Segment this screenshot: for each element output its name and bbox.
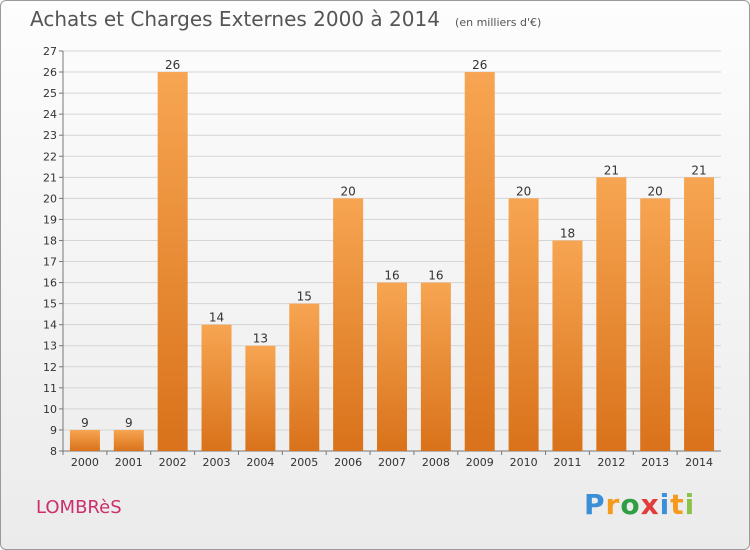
chart-title-block: Achats et Charges Externes 2000 à 2014 (…	[30, 7, 541, 31]
y-tick-label: 19	[43, 213, 57, 226]
x-tick-label-2009: 2009	[466, 456, 494, 469]
y-tick-label: 9	[50, 424, 57, 437]
data-label-2010: 20	[516, 184, 531, 198]
bar-2004	[245, 345, 276, 451]
y-tick-label: 12	[43, 361, 57, 374]
x-tick-label-2012: 2012	[597, 456, 625, 469]
bar-2006	[333, 198, 364, 451]
bar-2000	[69, 429, 100, 451]
data-label-2006: 20	[340, 184, 355, 198]
logo-letter: P	[584, 488, 606, 521]
x-tick-label-2008: 2008	[422, 456, 450, 469]
x-tick-label-2001: 2001	[115, 456, 143, 469]
logo-letter: r	[605, 488, 621, 521]
logo-letter: t	[670, 488, 685, 521]
chart-title: Achats et Charges Externes 2000 à 2014	[30, 7, 440, 31]
x-tick-label-2005: 2005	[290, 456, 318, 469]
x-tick-label-2002: 2002	[159, 456, 187, 469]
x-tick-label-2014: 2014	[685, 456, 713, 469]
data-label-2013: 20	[648, 184, 663, 198]
x-tick-label-2013: 2013	[641, 456, 669, 469]
data-label-2003: 14	[209, 311, 224, 325]
data-label-2005: 15	[297, 290, 312, 304]
logo-letter: x	[640, 488, 660, 521]
logo-letter: o	[620, 488, 641, 521]
bar-2014	[684, 177, 715, 451]
logo-letter: i	[659, 488, 671, 521]
data-label-2001: 9	[125, 416, 133, 430]
data-label-2011: 18	[560, 226, 575, 240]
data-label-2009: 26	[472, 58, 487, 72]
y-tick-label: 8	[50, 445, 57, 458]
data-label-2004: 13	[253, 332, 268, 346]
data-label-2014: 21	[691, 163, 706, 177]
y-tick-label: 15	[43, 298, 57, 311]
x-tick-label-2007: 2007	[378, 456, 406, 469]
proxiti-logo: Proxiti	[584, 488, 695, 521]
logo-letter: i	[684, 488, 696, 521]
bar-2012	[596, 177, 627, 451]
bar-2009	[464, 72, 495, 451]
data-label-2002: 26	[165, 58, 180, 72]
y-tick-label: 23	[43, 129, 57, 142]
x-tick-label-2004: 2004	[246, 456, 274, 469]
bars	[69, 72, 715, 451]
y-tick-label: 13	[43, 340, 57, 353]
y-tick-label: 24	[43, 108, 57, 121]
bar-2005	[289, 303, 320, 451]
bar-2001	[113, 429, 144, 451]
y-tick-label: 26	[43, 66, 57, 79]
y-tick-label: 17	[43, 256, 57, 269]
y-tick-label: 27	[43, 45, 57, 58]
data-label-2008: 16	[428, 269, 443, 283]
y-tick-label: 22	[43, 150, 57, 163]
chart-subtitle: (en milliers d'€)	[455, 16, 542, 29]
y-tick-labels: 8 9 10 11 12 13 14 15 16 17 18 19 20 21 22 23 24 25 26 27	[43, 45, 57, 458]
y-tick-label: 14	[43, 319, 57, 332]
bar-2008	[420, 282, 451, 451]
data-labels: 9 9 26 14 13 15 20 16 16 26 20 18 21 20 21	[81, 58, 707, 430]
x-tick-label-2003: 2003	[203, 456, 231, 469]
y-tick-label: 18	[43, 234, 57, 247]
x-tick-label-2006: 2006	[334, 456, 362, 469]
y-tick-label: 21	[43, 171, 57, 184]
y-tick-label: 25	[43, 87, 57, 100]
data-label-2007: 16	[384, 269, 399, 283]
town-name: LOMBRèS	[36, 497, 122, 518]
bar-2002	[157, 72, 188, 451]
x-tick-label-2010: 2010	[510, 456, 538, 469]
bar-2003	[201, 324, 232, 451]
data-label-2000: 9	[81, 416, 89, 430]
data-label-2012: 21	[604, 163, 619, 177]
x-tick-labels: 2000 2001 2002 2003 2004 2005 2006 2007 2008 2009…	[62, 451, 713, 469]
bar-2013	[640, 198, 671, 451]
x-tick-label-2000: 2000	[71, 456, 99, 469]
x-tick-label-2011: 2011	[553, 456, 581, 469]
y-tick-label: 20	[43, 192, 57, 205]
bar-2010	[508, 198, 539, 451]
y-tick-label: 10	[43, 403, 57, 416]
bar-2011	[552, 240, 583, 451]
y-tick-label: 16	[43, 277, 57, 290]
bar-2007	[377, 282, 407, 451]
y-tick-label: 11	[43, 382, 57, 395]
